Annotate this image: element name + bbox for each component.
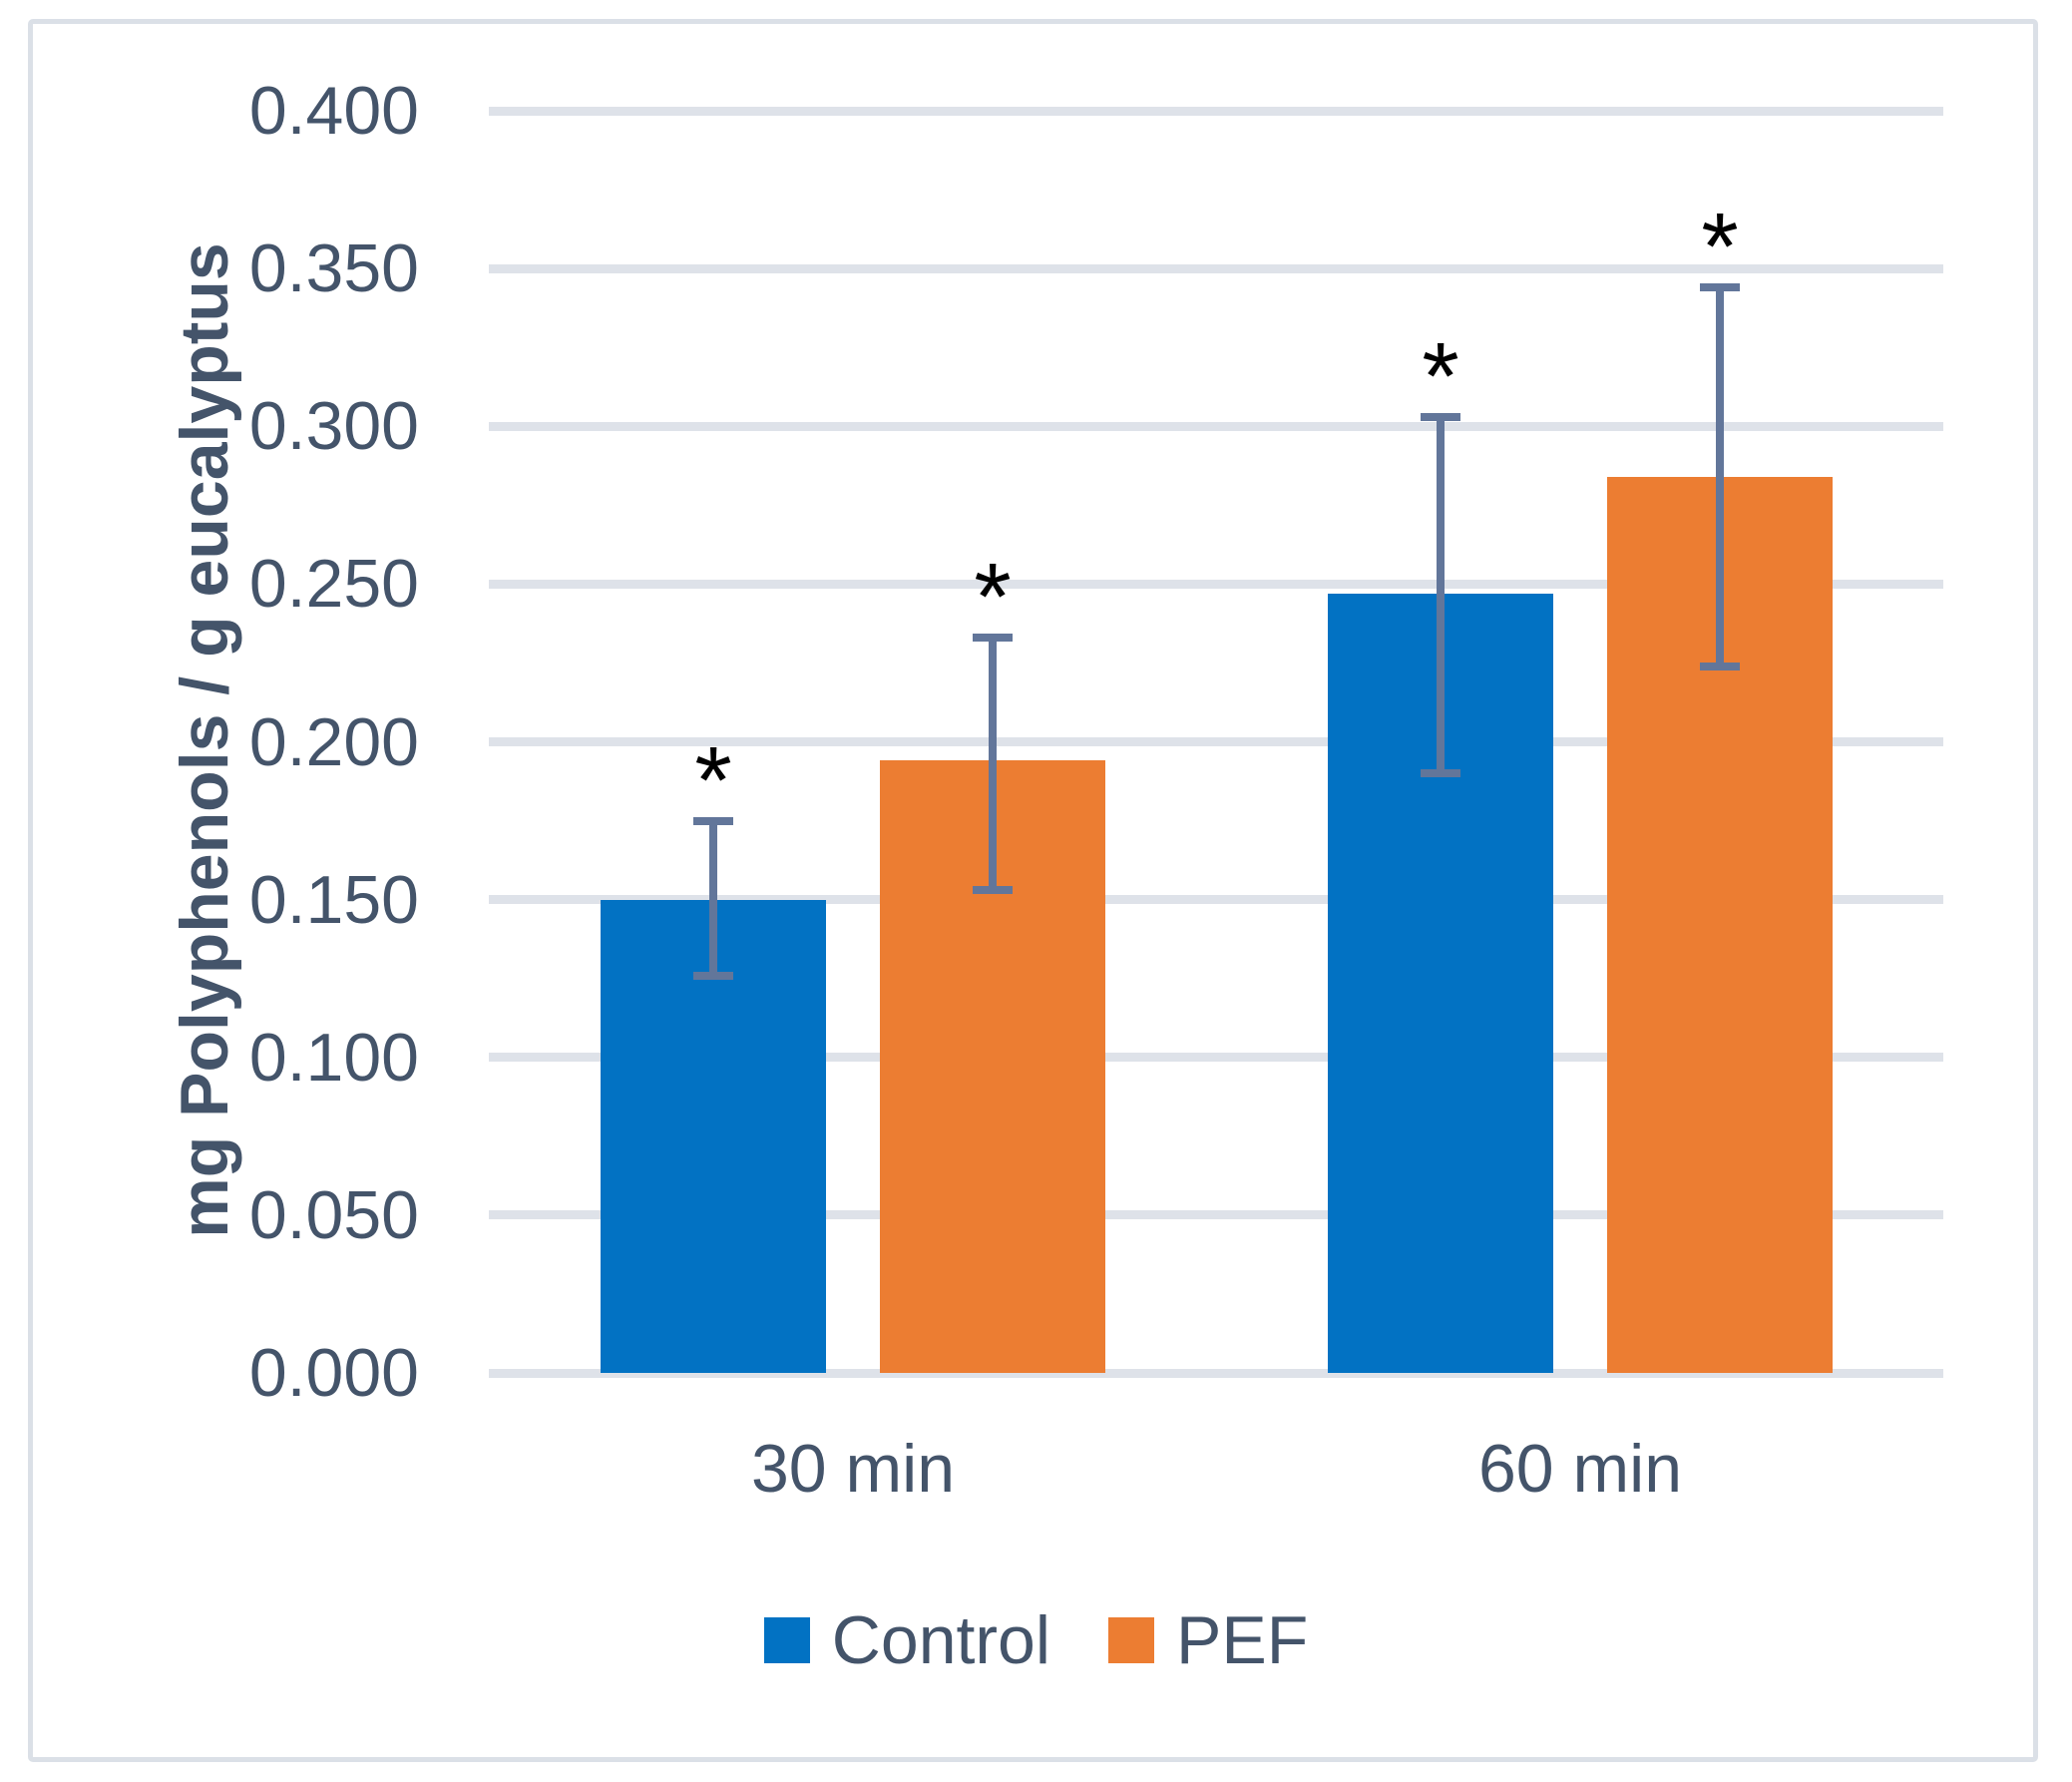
y-tick-label-0.350: 0.350 bbox=[248, 230, 419, 306]
legend-label-control: Control bbox=[831, 1602, 1050, 1678]
y-tick-label-0.250: 0.250 bbox=[248, 546, 419, 622]
legend-item-pef: PEF bbox=[1107, 1602, 1309, 1678]
error-bar-lower-cap-pef-30-min bbox=[973, 886, 1013, 894]
gridline-0.400 bbox=[489, 107, 1943, 116]
error-bar-lower-cap-control-30-min bbox=[693, 972, 733, 980]
gridline-0.000 bbox=[489, 1369, 1943, 1378]
y-tick-label-0.400: 0.400 bbox=[248, 73, 419, 149]
error-bar-lower-cap-pef-60-min bbox=[1700, 663, 1740, 670]
legend-item-control: Control bbox=[763, 1602, 1050, 1678]
plot-area: * * * * bbox=[489, 107, 1943, 1378]
error-bar-pef-30-min bbox=[989, 638, 997, 890]
y-tick-label-0.200: 0.200 bbox=[248, 704, 419, 780]
error-bar-upper-cap-control-30-min bbox=[693, 817, 733, 825]
error-bar-control-30-min bbox=[709, 821, 717, 976]
significance-asterisk-pef-60-min: * bbox=[1701, 194, 1739, 300]
y-tick-label-0.300: 0.300 bbox=[248, 388, 419, 464]
error-bar-upper-cap-pef-30-min bbox=[973, 634, 1013, 642]
x-category-label-30-min: 30 min bbox=[750, 1431, 956, 1507]
significance-asterisk-pef-30-min: * bbox=[974, 544, 1012, 651]
figure-border bbox=[28, 19, 2038, 1762]
legend-label-pef: PEF bbox=[1175, 1602, 1309, 1678]
gridline-0.250 bbox=[489, 580, 1943, 589]
gridline-0.300 bbox=[489, 422, 1943, 431]
error-bar-control-60-min bbox=[1437, 417, 1445, 773]
y-tick-label-0.000: 0.000 bbox=[248, 1335, 419, 1411]
gridline-0.350 bbox=[489, 264, 1943, 273]
error-bar-pef-60-min bbox=[1716, 287, 1724, 666]
x-category-label-60-min: 60 min bbox=[1477, 1431, 1683, 1507]
legend-swatch-control bbox=[763, 1617, 810, 1663]
significance-asterisk-control-30-min: * bbox=[694, 727, 732, 834]
gridline-0.050 bbox=[489, 1210, 1943, 1219]
gridline-0.100 bbox=[489, 1053, 1943, 1062]
significance-asterisk-control-60-min: * bbox=[1422, 323, 1459, 430]
legend-swatch-pef bbox=[1107, 1617, 1154, 1663]
legend: Control PEF bbox=[0, 1604, 2072, 1676]
gridline-0.150 bbox=[489, 895, 1943, 904]
y-tick-label-0.100: 0.100 bbox=[248, 1020, 419, 1096]
y-tick-label-0.150: 0.150 bbox=[248, 862, 419, 938]
error-bar-lower-cap-control-60-min bbox=[1421, 769, 1460, 777]
y-tick-label-0.050: 0.050 bbox=[248, 1177, 419, 1253]
error-bar-upper-cap-pef-60-min bbox=[1700, 283, 1740, 291]
error-bar-upper-cap-control-60-min bbox=[1421, 413, 1460, 421]
gridline-0.200 bbox=[489, 737, 1943, 746]
